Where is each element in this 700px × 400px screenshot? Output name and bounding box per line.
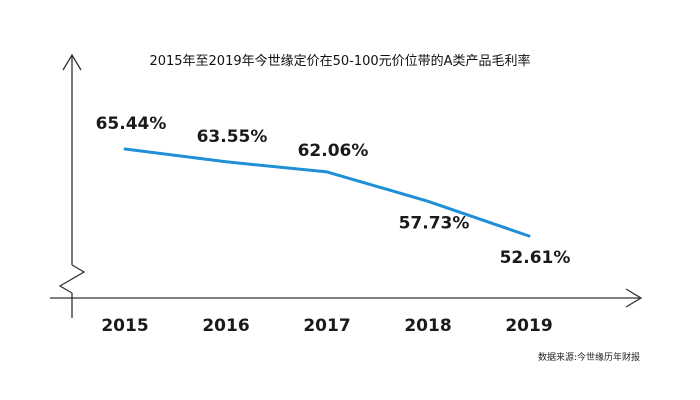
data-label-2016: 63.55% [197, 127, 268, 147]
x-tick-label-2019: 2019 [505, 316, 552, 336]
data-labels: 65.44% 63.55% 62.06% 57.73% 52.61% [96, 114, 571, 268]
y-axis [58, 53, 86, 318]
y-axis-break-symbol [58, 264, 86, 294]
x-axis [50, 288, 643, 308]
chart-title: 2015年至2019年今世缘定价在50-100元价位带的A类产品毛利率 [149, 53, 530, 69]
x-tick-label-2018: 2018 [404, 316, 451, 336]
x-tick-label-2017: 2017 [303, 316, 350, 336]
x-axis-arrow [625, 288, 643, 308]
x-tick-label-2015: 2015 [101, 316, 148, 336]
data-label-2018: 57.73% [399, 213, 470, 233]
x-tick-label-2016: 2016 [202, 316, 249, 336]
source-note: 数据来源:今世缘历年财报 [538, 351, 640, 363]
series-line [123, 147, 531, 238]
y-axis-arrow [62, 53, 82, 71]
data-label-2019: 52.61% [500, 248, 571, 268]
data-label-2017: 62.06% [298, 141, 369, 161]
x-tick-labels: 2015 2016 2017 2018 2019 [101, 316, 552, 336]
data-label-2015: 65.44% [96, 114, 167, 134]
